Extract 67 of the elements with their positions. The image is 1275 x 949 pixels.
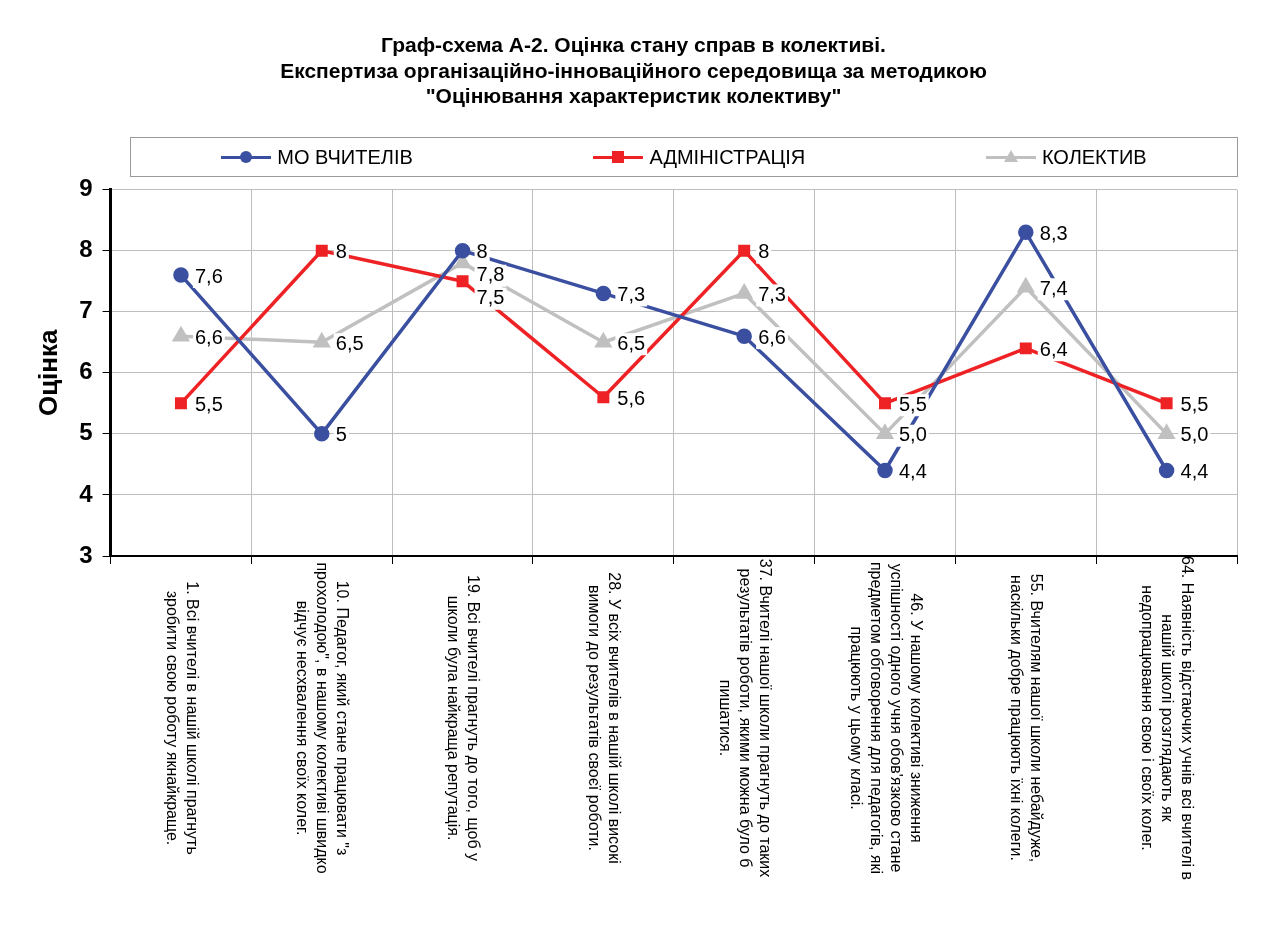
point: [878, 397, 891, 410]
point: [173, 267, 189, 283]
data-label: 7,8: [476, 263, 505, 286]
point: [313, 333, 330, 348]
point: [595, 333, 612, 348]
point: [736, 284, 752, 299]
data-label: 5,0: [1180, 423, 1209, 446]
data-label: 5: [335, 423, 347, 446]
data-label: 6,6: [194, 325, 223, 348]
data-label: 7,6: [194, 264, 223, 287]
data-label: 7,4: [1039, 276, 1068, 299]
point: [877, 425, 893, 440]
point: [1158, 425, 1175, 440]
y-tick-label: 7: [79, 296, 93, 324]
x-tick-label: 37. Вчителі нашої школи прагнуть до таких результатів роботи, якими можна було б пишатися.: [716, 558, 774, 878]
point: [314, 426, 330, 442]
x-tick-label: 1. Всі вчителі в нашій школі прагнуть зробити свою роботу якнайкраще.: [163, 581, 201, 855]
data-label: 7,3: [617, 282, 646, 305]
point: [173, 327, 189, 342]
point: [1018, 224, 1034, 241]
data-label: 8,3: [1039, 221, 1068, 244]
data-label: 4,4: [898, 460, 927, 483]
data-label: 7,3: [758, 282, 786, 305]
data-label: 8: [476, 240, 488, 263]
data-label: 6,5: [335, 331, 364, 354]
point: [456, 275, 469, 288]
data-label: 4,4: [1180, 460, 1209, 483]
data-label: 5,5: [1180, 392, 1209, 415]
x-tick-label: 55. Вчителям нашої школи небайдуже, наскільки добре працюють їхні колеги.: [1008, 573, 1046, 863]
data-label: 8: [335, 240, 347, 263]
x-tick-label: 46. У нашому колективі зниження успішності одного учня обов'язково стане предметом обговорення для педагогів, які працюють у цьому класі.: [847, 561, 925, 875]
point: [597, 391, 610, 404]
point: [877, 462, 893, 479]
y-tick-label: 3: [79, 540, 93, 568]
x-tick-label: 10. Педагог, який стане працювати "з прохолодою", в нашому колективі швидко відчує несхвалення своїх колег.: [294, 562, 352, 874]
data-label: 5,6: [617, 386, 646, 409]
y-tick-label: 6: [79, 357, 93, 385]
x-tick-label: 28. У всіх вчителів в нашій школі високі вимоги до результатів своєї роботи.: [585, 572, 623, 864]
point: [174, 397, 187, 410]
data-label: 6,6: [758, 325, 786, 348]
data-label: 6,4: [1039, 337, 1068, 360]
point: [1017, 278, 1034, 293]
legend-label: КОЛЕКТИВ: [1041, 145, 1147, 169]
y-tick-label: 8: [79, 235, 93, 263]
data-label: 5,5: [194, 392, 223, 415]
legend-label: АДМІНІСТРАЦІЯ: [649, 145, 806, 169]
y-axis-title: Оцінка: [32, 328, 63, 417]
data-label: 8: [758, 240, 770, 263]
y-tick-label: 5: [79, 418, 93, 446]
point: [315, 244, 328, 257]
x-tick-label: 64. Наявність відстаючих учнів всі вчителі в нашій школі розглядають як недопрацювання свою і своїх колег.: [1139, 555, 1197, 881]
point: [1019, 342, 1032, 355]
point: [1160, 397, 1173, 410]
y-tick-label: 4: [79, 479, 94, 507]
point: [738, 244, 751, 257]
x-tick-label: 19. Всі вчителі прагнуть до того, щоб у школи була найкраща репутація.: [445, 575, 483, 861]
legend-label: МО ВЧИТЕЛІВ: [277, 145, 413, 169]
point: [595, 285, 612, 302]
data-label: 6,5: [617, 331, 646, 354]
point: [1158, 462, 1175, 479]
chart-title: Граф-схема А-2. Оцінка стану справ в колективі. Експертиза організаційно-інноваційного середовища за методикою "Оцінювання характеристик колективу": [280, 33, 987, 107]
y-tick-label: 9: [79, 174, 93, 202]
point: [454, 242, 471, 259]
point: [736, 328, 752, 344]
data-label: 5,5: [898, 392, 927, 415]
data-label: 7,5: [476, 286, 505, 309]
data-label: 5,0: [898, 423, 927, 446]
